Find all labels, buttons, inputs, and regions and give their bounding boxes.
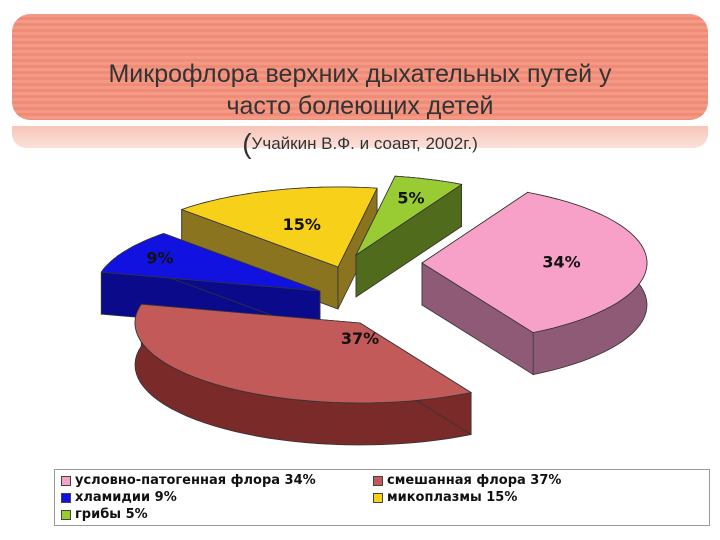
pie-slice-top bbox=[421, 191, 648, 334]
legend-swatch bbox=[373, 492, 383, 503]
subtitle-text: Учайкин В.Ф. и соавт, 2002г.) bbox=[251, 134, 478, 153]
pie-slice-fungi bbox=[354, 175, 463, 298]
legend-item-chlamydia: хламидии 9% bbox=[61, 490, 177, 505]
chart-legend: условно-патогенная флора 34% смешанная ф… bbox=[54, 469, 710, 526]
title-line-2: часто болеющих детей bbox=[226, 92, 494, 120]
legend-swatch bbox=[61, 475, 71, 486]
legend-label: микоплазмы 15% bbox=[387, 490, 518, 505]
legend-item-opportunistic-flora: условно-патогенная флора 34% bbox=[61, 473, 316, 488]
legend-swatch bbox=[61, 492, 71, 503]
legend-label: грибы 5% bbox=[75, 507, 148, 522]
pie-slice-top bbox=[180, 186, 378, 268]
legend-item-mycoplasma: микоплазмы 15% bbox=[373, 490, 517, 505]
legend-swatch bbox=[373, 475, 383, 486]
pie-slice-opportunistic-flora bbox=[421, 191, 648, 376]
page-title: Микрофлора верхних дыхательных путей у ч… bbox=[40, 58, 680, 122]
title-banner bbox=[12, 14, 708, 120]
data-label-mixed-flora: 37% bbox=[341, 329, 379, 348]
legend-label: хламидии 9% bbox=[75, 490, 177, 505]
legend-label: смешанная флора 37% bbox=[387, 473, 562, 488]
pie-slice-top bbox=[100, 233, 321, 292]
subtitle: (Учайкин В.Ф. и соавт, 2002г.) bbox=[0, 128, 720, 160]
title-banner-strip bbox=[12, 126, 708, 148]
legend-label: условно-патогенная флора 34% bbox=[75, 473, 316, 488]
data-label-opportunistic-flora: 34% bbox=[542, 252, 580, 271]
subtitle-paren: ( bbox=[242, 128, 252, 159]
data-label-fungi: 5% bbox=[397, 188, 424, 207]
data-label-chlamydia: 9% bbox=[146, 248, 173, 267]
legend-item-mixed-flora: смешанная флора 37% bbox=[373, 473, 561, 488]
pie-slice-top bbox=[354, 175, 463, 257]
title-line-1: Микрофлора верхних дыхательных путей у bbox=[108, 60, 612, 88]
pie-slice-top bbox=[134, 303, 473, 404]
pie-slice-mixed-flora bbox=[134, 302, 473, 446]
data-label-mycoplasma: 15% bbox=[283, 215, 321, 234]
legend-item-fungi: грибы 5% bbox=[61, 507, 148, 522]
legend-swatch bbox=[61, 509, 71, 520]
